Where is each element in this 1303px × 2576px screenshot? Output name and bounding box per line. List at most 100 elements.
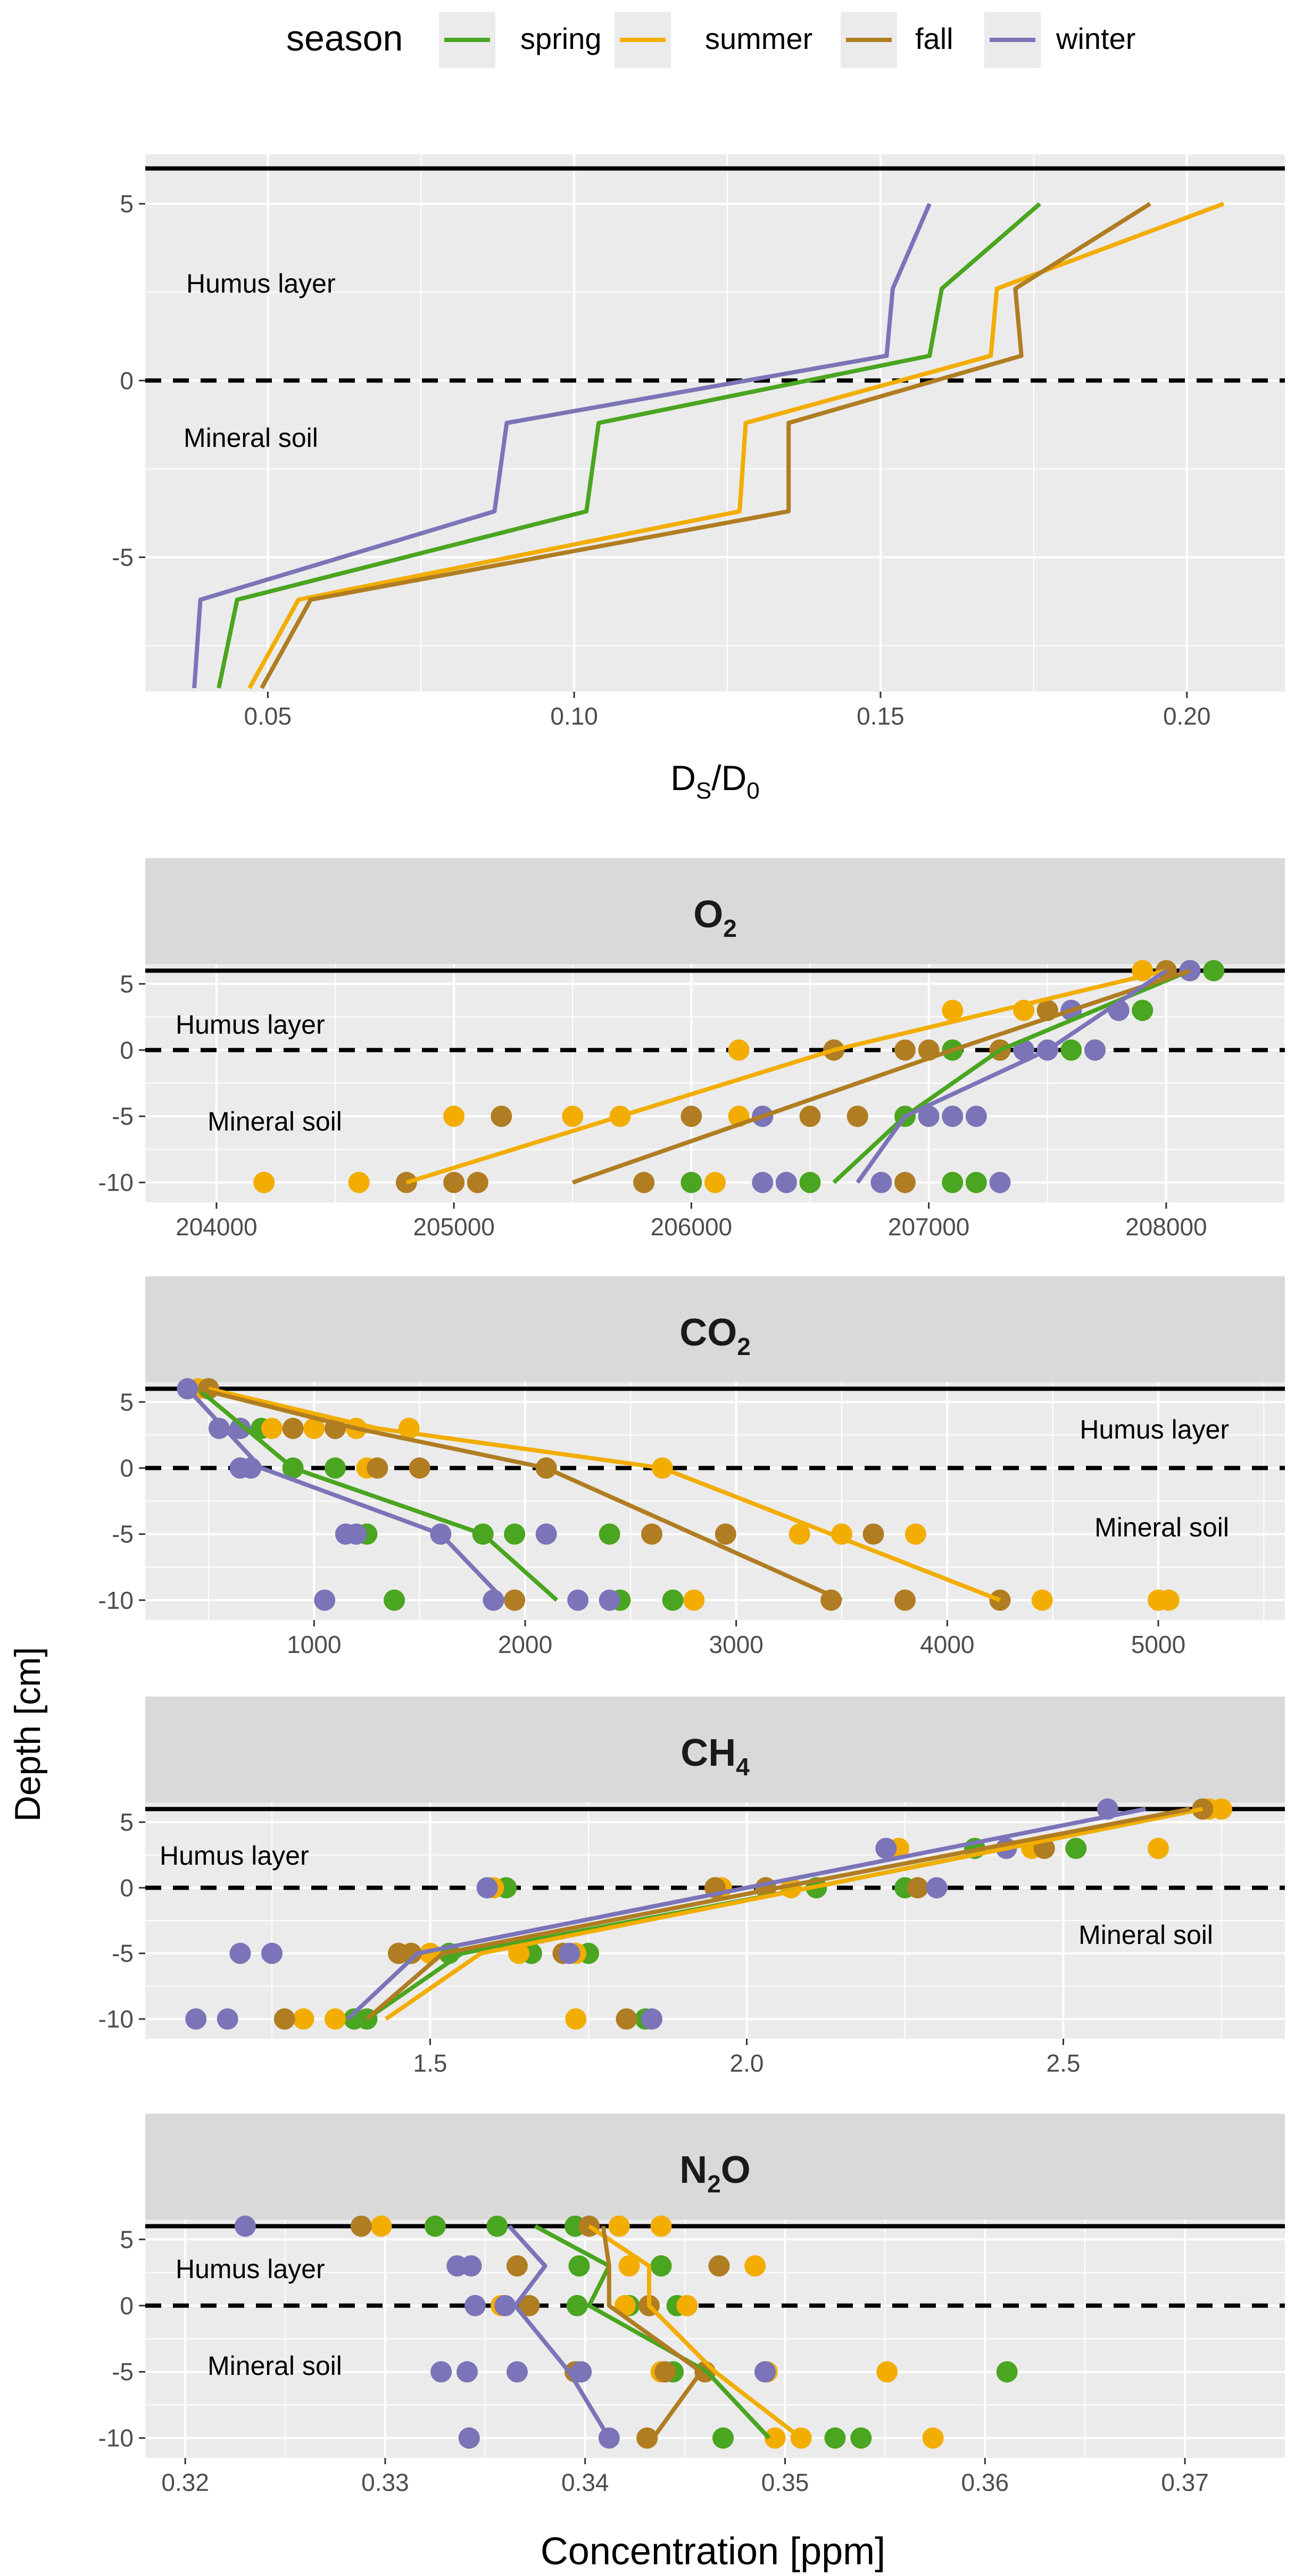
- point-o2-spring: [799, 1171, 821, 1193]
- label-humus-n2o: Humus layer: [176, 2254, 325, 2284]
- line-ds-summer: [247, 202, 1225, 689]
- point-o2-winter: [965, 1106, 987, 1127]
- point-co2-fall: [862, 1523, 884, 1545]
- y-tick-label: 5: [120, 1388, 134, 1416]
- line-ds-winter: [192, 203, 932, 688]
- line-ds-fall: [260, 202, 1151, 689]
- point-o2-summer: [253, 1171, 275, 1193]
- x-tick-label: 0.32: [161, 2469, 209, 2496]
- point-n2o-fall: [518, 2295, 540, 2316]
- y-tick-label: -10: [98, 1169, 134, 1196]
- point-co2-winter: [483, 1589, 504, 1611]
- point-ch4-winter: [476, 1877, 498, 1899]
- point-ch4-winter: [641, 2008, 662, 2030]
- strip-title-co2: CO2: [679, 1311, 751, 1360]
- point-n2o-summer: [676, 2295, 698, 2316]
- y-tick-label: 5: [120, 970, 134, 998]
- point-o2-spring: [1132, 1000, 1153, 1021]
- line-o2-winter: [856, 969, 1168, 1184]
- y-tick-label: -5: [112, 544, 134, 571]
- point-co2-summer: [789, 1523, 810, 1545]
- label-mineral-n2o: Mineral soil: [208, 2351, 342, 2381]
- legend: season spring summer fall winter: [286, 12, 1135, 68]
- x-tick-label: 0.33: [361, 2469, 409, 2496]
- x-tick-label: 0.05: [244, 702, 292, 730]
- legend-title: season: [286, 18, 403, 59]
- y-tick-label: -10: [98, 1586, 134, 1614]
- point-co2-fall: [409, 1457, 430, 1479]
- label-mineral-co2: Mineral soil: [1094, 1513, 1229, 1542]
- line-o2-fall: [571, 968, 1191, 1185]
- y-tick-label: 0: [120, 1036, 134, 1064]
- point-ch4-summer: [1148, 1838, 1169, 1859]
- point-o2-summer: [348, 1171, 370, 1193]
- point-n2o-summer: [650, 2215, 672, 2237]
- point-n2o-summer: [744, 2255, 766, 2277]
- point-co2-fall: [282, 1417, 304, 1439]
- point-n2o-winter: [457, 2361, 478, 2383]
- x-tick-label: 206000: [651, 1213, 733, 1241]
- point-o2-summer: [562, 1106, 584, 1127]
- point-n2o-summer: [618, 2255, 640, 2277]
- line-o2-summer: [405, 968, 1167, 1185]
- point-n2o-summer: [876, 2361, 898, 2383]
- point-co2-winter: [240, 1457, 262, 1479]
- point-n2o-winter: [494, 2295, 516, 2316]
- strip-title-ch4: CH4: [680, 1732, 750, 1781]
- y-tick-label: 5: [120, 190, 134, 218]
- point-ch4-winter: [559, 1942, 580, 1964]
- point-o2-summer: [704, 1171, 726, 1193]
- x-tick-label: 204000: [176, 1213, 258, 1241]
- point-n2o-summer: [608, 2215, 630, 2237]
- point-co2-summer: [904, 1523, 926, 1545]
- panel-ch4: CH4 1.5 2.0 2.5 5 0 -5 -10 Humus layer Mineral so…: [98, 1697, 1285, 2077]
- line-n2o-fall: [601, 2225, 703, 2440]
- x-tick-label: 1.5: [413, 2049, 447, 2077]
- point-n2o-spring: [486, 2215, 508, 2237]
- point-co2-fall: [641, 1523, 662, 1545]
- point-n2o-winter: [464, 2295, 486, 2316]
- legend-label-winter: winter: [1056, 22, 1135, 55]
- line-co2-fall: [197, 1386, 843, 1602]
- point-o2-fall: [894, 1171, 916, 1193]
- x-tick-label: 208000: [1125, 1213, 1207, 1241]
- strip-o2: [145, 858, 1285, 964]
- point-o2-winter: [752, 1171, 774, 1193]
- x-tick-label: 1000: [287, 1631, 341, 1658]
- line-ch4-summer: [384, 1807, 1204, 2021]
- label-humus-ds: Humus layer: [186, 269, 336, 298]
- y-tick-label: 0: [120, 1874, 134, 1901]
- point-co2-winter: [535, 1523, 557, 1545]
- x-tick-label: 0.35: [761, 2469, 809, 2496]
- x-tick-label: 2000: [498, 1631, 552, 1658]
- strip-ch4: [145, 1697, 1285, 1802]
- legend-items: spring summer fall winter: [439, 12, 1135, 68]
- point-co2-spring: [599, 1523, 620, 1545]
- y-tick-label: -10: [98, 2424, 134, 2452]
- x-tick-label: 205000: [413, 1213, 495, 1241]
- x-tick-label: 0.10: [550, 702, 598, 730]
- x-tick-label: 2.0: [730, 2049, 764, 2077]
- point-n2o-fall: [654, 2361, 676, 2383]
- strip-co2: [145, 1276, 1285, 1382]
- x-tick-label: 0.20: [1163, 702, 1211, 730]
- line-o2-spring: [832, 968, 1191, 1184]
- legend-label-spring: spring: [520, 22, 602, 55]
- x-tick-label: 0.34: [561, 2469, 609, 2496]
- x-tick-label: 0.37: [1161, 2469, 1209, 2496]
- label-mineral-ds: Mineral soil: [184, 423, 318, 453]
- x-tick-label: 0.15: [857, 702, 904, 730]
- point-ch4-fall: [273, 2008, 295, 2030]
- point-co2-winter: [345, 1523, 367, 1545]
- point-ch4-winter: [229, 1942, 251, 1964]
- point-co2-winter: [229, 1417, 251, 1439]
- point-o2-spring: [1060, 1039, 1082, 1061]
- point-co2-winter: [208, 1417, 230, 1439]
- y-tick-label: 0: [120, 2292, 134, 2320]
- y-tick-label: -5: [112, 2358, 134, 2386]
- point-o2-fall: [633, 1171, 655, 1193]
- point-o2-summer: [443, 1106, 465, 1127]
- point-ch4-winter: [217, 2008, 238, 2030]
- point-o2-winter: [989, 1171, 1011, 1193]
